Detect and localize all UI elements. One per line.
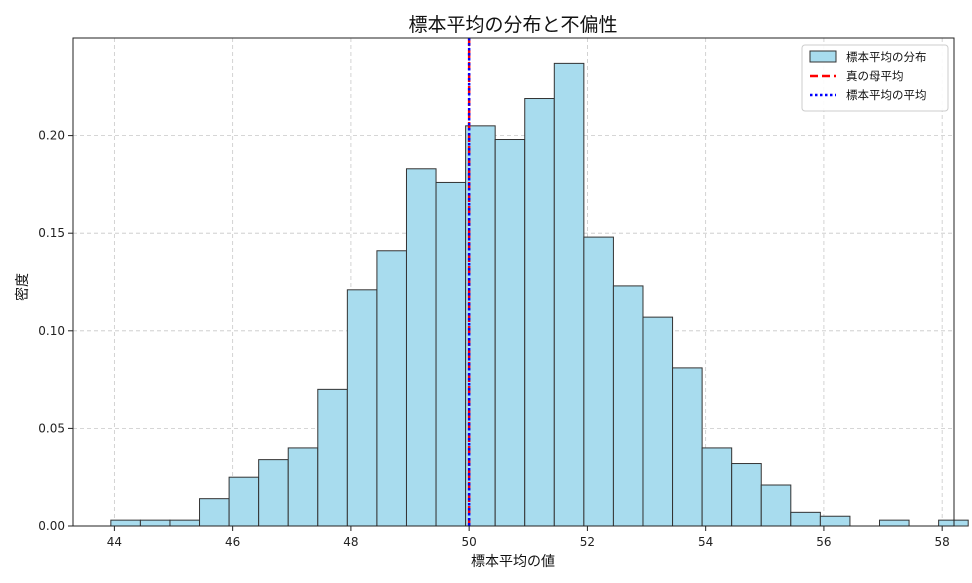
- legend-label-sample-mean: 標本平均の平均: [846, 88, 927, 102]
- x-axis-label: 標本平均の値: [471, 554, 555, 570]
- histogram-bar: [701, 447, 733, 527]
- x-tick-label: 44: [107, 535, 122, 549]
- legend-label-true-mean: 真の母平均: [846, 69, 904, 83]
- x-axis-ticks: 44 46 48 50 52 54 56 58: [107, 526, 950, 549]
- y-tick-label: 0.10: [38, 324, 65, 338]
- histogram-bar: [878, 519, 910, 527]
- legend-patch-histogram: [809, 50, 837, 63]
- histogram-bar: [642, 316, 674, 527]
- histogram-bar: [317, 388, 348, 527]
- histogram-bar: [169, 519, 201, 527]
- y-tick-label: 0.15: [38, 226, 65, 240]
- histogram-bar: [405, 168, 437, 527]
- x-tick-label: 56: [816, 535, 831, 549]
- histogram-bar: [672, 367, 703, 527]
- histogram-bar: [553, 62, 585, 527]
- y-axis-ticks: 0.00 0.05 0.10 0.15 0.20: [38, 129, 73, 533]
- x-tick-label: 50: [462, 535, 477, 549]
- histogram-bar: [583, 236, 614, 527]
- histogram-bar: [790, 511, 821, 527]
- histogram-bar: [465, 125, 496, 527]
- x-tick-label: 52: [580, 535, 595, 549]
- x-tick-label: 48: [343, 535, 358, 549]
- histogram-bar: [199, 498, 230, 527]
- y-tick-label: 0.00: [38, 519, 65, 533]
- histogram-bar: [612, 285, 644, 527]
- chart-title: 標本平均の分布と不偏性: [408, 14, 617, 36]
- histogram-bar: [228, 476, 260, 527]
- histogram-bar: [287, 447, 319, 527]
- histogram-bar: [110, 519, 141, 527]
- legend: 標本平均の分布 真の母平均 標本平均の平均: [801, 44, 949, 112]
- y-tick-label: 0.05: [38, 421, 65, 435]
- y-tick-label: 0.20: [38, 129, 65, 143]
- x-tick-label: 54: [698, 535, 713, 549]
- legend-label-histogram: 標本平均の分布: [846, 50, 927, 64]
- histogram-bar: [938, 519, 969, 527]
- histogram-bars: [110, 62, 969, 527]
- histogram-bar: [139, 519, 171, 527]
- histogram-bar: [494, 139, 526, 527]
- x-tick-label: 46: [225, 535, 240, 549]
- histogram-bar: [731, 463, 762, 527]
- histogram-bar: [435, 181, 467, 527]
- histogram-bar: [760, 484, 792, 527]
- x-tick-label: 58: [935, 535, 950, 549]
- histogram-bar: [819, 515, 851, 527]
- histogram-bar: [376, 250, 407, 527]
- histogram-bar: [258, 459, 289, 527]
- y-axis-label: 密度: [14, 273, 31, 301]
- plot-frame: [72, 37, 955, 527]
- histogram-bar: [524, 98, 555, 527]
- legend-box: [801, 44, 949, 112]
- histogram-bar: [346, 289, 378, 527]
